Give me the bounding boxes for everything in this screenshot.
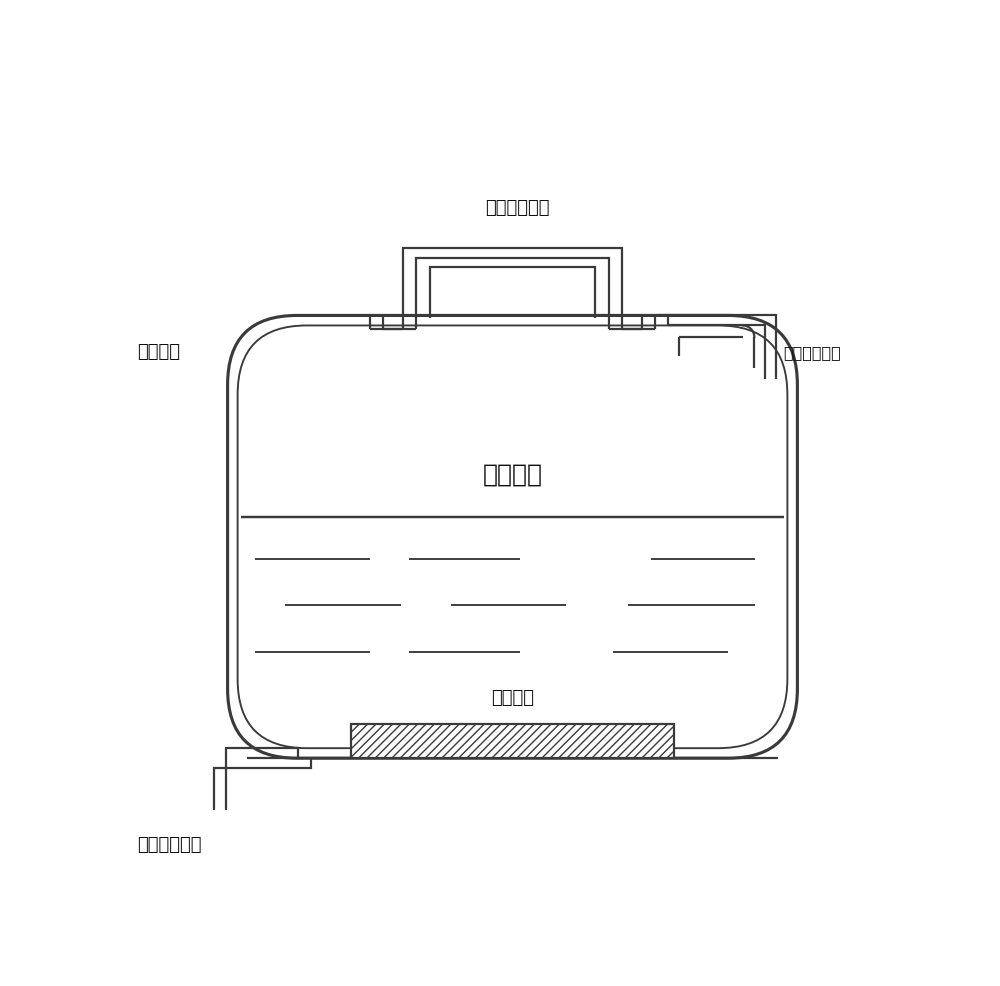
Bar xyxy=(351,724,674,758)
Text: 可拆卸容器盖: 可拆卸容器盖 xyxy=(486,199,550,217)
Text: 电热容器: 电热容器 xyxy=(482,462,542,486)
FancyBboxPatch shape xyxy=(228,316,797,758)
Text: 电热装置: 电热装置 xyxy=(491,688,534,707)
Text: 出水或出氱口: 出水或出氱口 xyxy=(784,345,841,360)
Text: 进水开口: 进水开口 xyxy=(137,343,180,362)
Text: 进水或排水口: 进水或排水口 xyxy=(137,836,201,854)
